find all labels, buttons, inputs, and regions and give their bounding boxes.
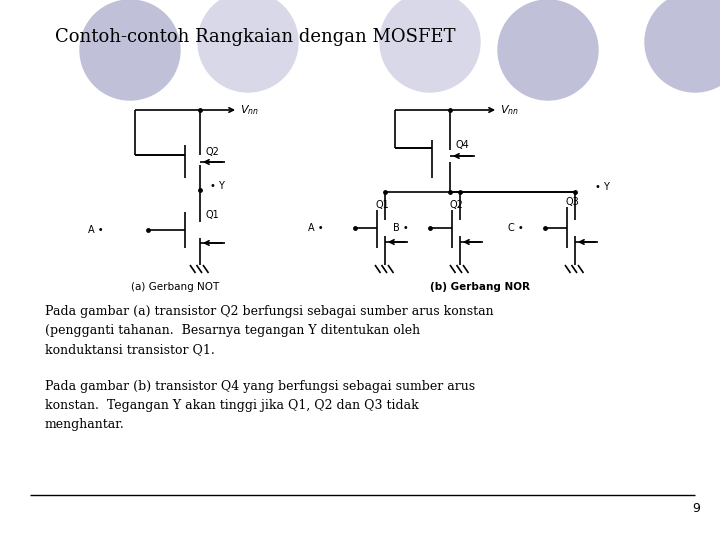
Text: Q2: Q2 [205,147,219,157]
Text: • Y: • Y [595,182,610,192]
Text: $V_{nn}$: $V_{nn}$ [500,103,519,117]
Circle shape [498,0,598,100]
Text: $V_{nn}$: $V_{nn}$ [240,103,259,117]
Text: C •: C • [508,223,523,233]
Text: Q4: Q4 [455,140,469,150]
Circle shape [198,0,298,92]
Text: Q1: Q1 [205,210,219,220]
Text: 9: 9 [692,502,700,515]
Text: Pada gambar (a) transistor Q2 berfungsi sebagai sumber arus konstan
(pengganti t: Pada gambar (a) transistor Q2 berfungsi … [45,305,494,356]
Text: A •: A • [88,225,104,235]
Text: Contoh-contoh Rangkaian dengan MOSFET: Contoh-contoh Rangkaian dengan MOSFET [55,28,456,46]
Circle shape [645,0,720,92]
Text: (b) Gerbang NOR: (b) Gerbang NOR [430,282,530,292]
Text: Q3: Q3 [565,197,579,207]
Text: • Y: • Y [210,181,225,191]
Text: A •: A • [308,223,323,233]
Circle shape [80,0,180,100]
Text: Q1: Q1 [375,200,389,210]
Text: B •: B • [393,223,409,233]
Circle shape [380,0,480,92]
Text: Q2: Q2 [450,200,464,210]
Text: Pada gambar (b) transistor Q4 yang berfungsi sebagai sumber arus
konstan.  Tegan: Pada gambar (b) transistor Q4 yang berfu… [45,380,475,431]
Text: (a) Gerbang NOT: (a) Gerbang NOT [131,282,219,292]
